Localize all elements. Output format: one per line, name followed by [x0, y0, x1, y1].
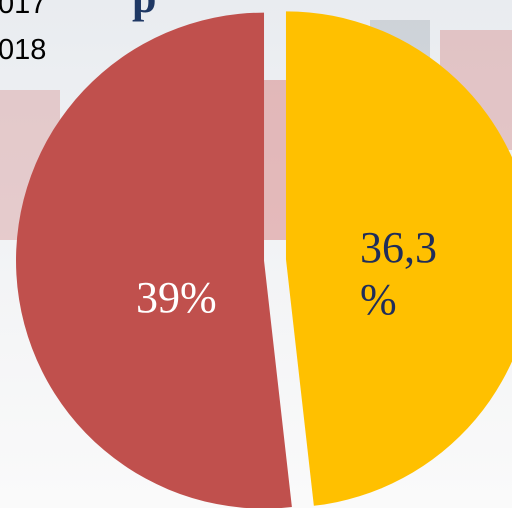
data-label: 39%: [136, 273, 217, 322]
pie-slice: [285, 11, 512, 506]
pie-slice: [16, 12, 292, 508]
legend-label: 018: [0, 34, 47, 66]
data-label: 36,3 %: [360, 223, 437, 324]
legend-label: 017: [0, 0, 47, 20]
chart-title: р: [132, 0, 156, 23]
